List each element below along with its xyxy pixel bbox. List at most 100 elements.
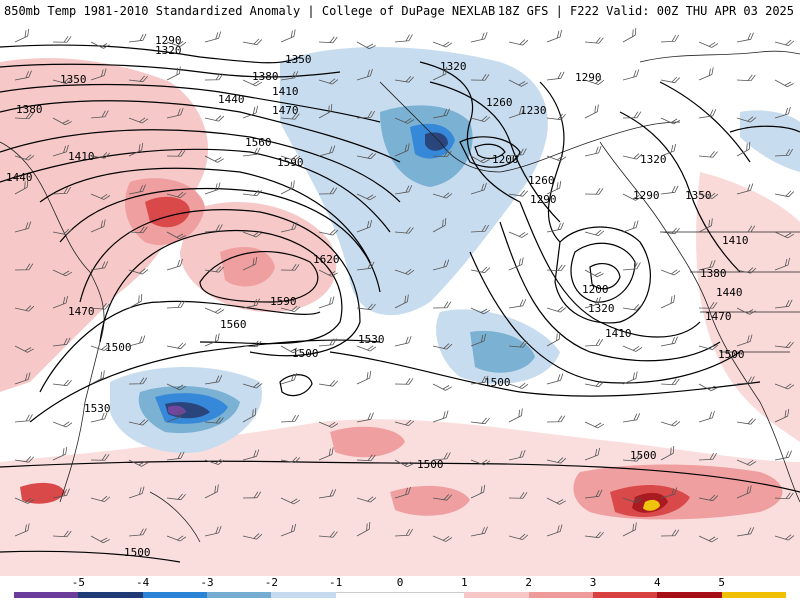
contour-label: 1290 bbox=[155, 34, 182, 47]
wind-barb bbox=[660, 420, 681, 427]
wind-barb bbox=[356, 193, 377, 201]
colorbar-segment bbox=[464, 592, 530, 598]
wind-barb bbox=[90, 152, 111, 159]
wind-barb bbox=[166, 493, 186, 501]
wind-barb bbox=[546, 415, 566, 423]
wind-barb bbox=[698, 192, 719, 199]
wind-barb bbox=[242, 449, 260, 461]
colorbar-tick-label: 4 bbox=[654, 576, 661, 589]
wind-barb bbox=[546, 457, 567, 464]
wind-barb bbox=[432, 108, 450, 119]
wind-barb bbox=[90, 454, 110, 461]
wind-barb bbox=[660, 487, 678, 499]
wind-barb bbox=[546, 373, 564, 385]
wind-barb bbox=[356, 370, 372, 385]
wind-barb bbox=[14, 221, 32, 233]
wind-barb bbox=[508, 190, 529, 197]
wind-barb bbox=[508, 299, 527, 309]
wind-barb bbox=[470, 375, 489, 385]
wind-barb bbox=[394, 268, 415, 275]
wind-barb bbox=[470, 333, 487, 347]
wind-barb bbox=[280, 523, 297, 537]
contour-label: 1500 bbox=[718, 348, 745, 361]
wind-barb bbox=[166, 66, 181, 81]
wind-barb bbox=[280, 414, 300, 423]
wind-barb bbox=[14, 28, 30, 43]
wind-barb bbox=[432, 259, 450, 271]
wind-barb bbox=[14, 179, 29, 195]
contour-label: 1350 bbox=[285, 53, 312, 66]
wind-barb bbox=[14, 112, 34, 120]
colorbar-tick-label: -1 bbox=[329, 576, 343, 589]
wind-barb bbox=[90, 344, 111, 351]
wind-barb bbox=[318, 296, 335, 309]
wind-barb bbox=[356, 496, 377, 503]
wind-barb bbox=[584, 447, 601, 461]
wind-barb bbox=[546, 155, 567, 162]
colorbar-tick-label: 2 bbox=[525, 576, 532, 589]
wind-barb bbox=[736, 527, 755, 537]
wind-barb bbox=[622, 455, 642, 462]
wind-barb bbox=[584, 269, 604, 278]
wind-barb bbox=[52, 337, 71, 347]
wind-barb bbox=[52, 446, 68, 461]
wind-barb bbox=[508, 106, 525, 119]
wind-barb bbox=[204, 484, 219, 499]
colorbar-tick-label: 3 bbox=[589, 576, 597, 589]
wind-barb bbox=[546, 497, 566, 505]
wind-barb bbox=[394, 486, 411, 499]
wind-barb bbox=[166, 535, 187, 542]
wind-barb bbox=[52, 77, 73, 85]
wind-barb bbox=[204, 155, 224, 163]
wind-barb bbox=[622, 496, 643, 503]
colorbar-segment bbox=[593, 592, 658, 598]
warm-anomaly-mid bbox=[330, 426, 405, 458]
wind-barb bbox=[90, 495, 111, 503]
wind-barb bbox=[242, 147, 261, 157]
wind-barb bbox=[774, 190, 795, 198]
contour-label: 1470 bbox=[705, 310, 732, 323]
colorbar-segment bbox=[335, 592, 401, 599]
wind-barb bbox=[128, 75, 148, 83]
wind-barb bbox=[698, 383, 718, 392]
wind-barb bbox=[204, 375, 223, 385]
wind-barb bbox=[546, 222, 564, 233]
colorbar-tick-label: -4 bbox=[136, 576, 150, 589]
wind-barb bbox=[166, 107, 184, 119]
wind-barb bbox=[432, 410, 449, 423]
wind-barb bbox=[128, 419, 149, 426]
wind-barb bbox=[508, 39, 529, 46]
wind-barb bbox=[128, 335, 146, 347]
wind-barb bbox=[622, 262, 641, 271]
wind-barb bbox=[432, 452, 451, 461]
contour-label: 1440 bbox=[716, 286, 743, 299]
wind-barb bbox=[660, 185, 679, 195]
wind-barb bbox=[546, 29, 563, 43]
wind-barb bbox=[394, 227, 414, 234]
wind-barb bbox=[660, 227, 680, 235]
wind-barb bbox=[470, 266, 491, 274]
wind-barb bbox=[318, 145, 336, 157]
colorbar-segment bbox=[14, 592, 79, 598]
wind-barb bbox=[622, 111, 642, 119]
wind-barb bbox=[52, 379, 72, 387]
wind-barb bbox=[470, 459, 491, 466]
contour-label: 1440 bbox=[218, 93, 245, 106]
wind-barb bbox=[584, 296, 601, 309]
wind-barb bbox=[394, 528, 414, 537]
cold-anomaly-east-low-core bbox=[470, 330, 535, 373]
wind-barb bbox=[52, 530, 72, 538]
wind-barb bbox=[584, 37, 604, 44]
wind-barb bbox=[52, 269, 73, 277]
wind-barb bbox=[736, 116, 757, 123]
wind-barb bbox=[432, 301, 452, 309]
wind-barb bbox=[242, 340, 262, 348]
colorbar-segment bbox=[207, 592, 272, 598]
wind-barb bbox=[546, 180, 562, 195]
wind-barb bbox=[242, 231, 263, 238]
wind-barb bbox=[736, 485, 752, 499]
wind-barb bbox=[14, 345, 34, 353]
contour-label: 1530 bbox=[358, 333, 385, 346]
wind-barb bbox=[90, 535, 110, 544]
wind-barb bbox=[698, 41, 719, 48]
